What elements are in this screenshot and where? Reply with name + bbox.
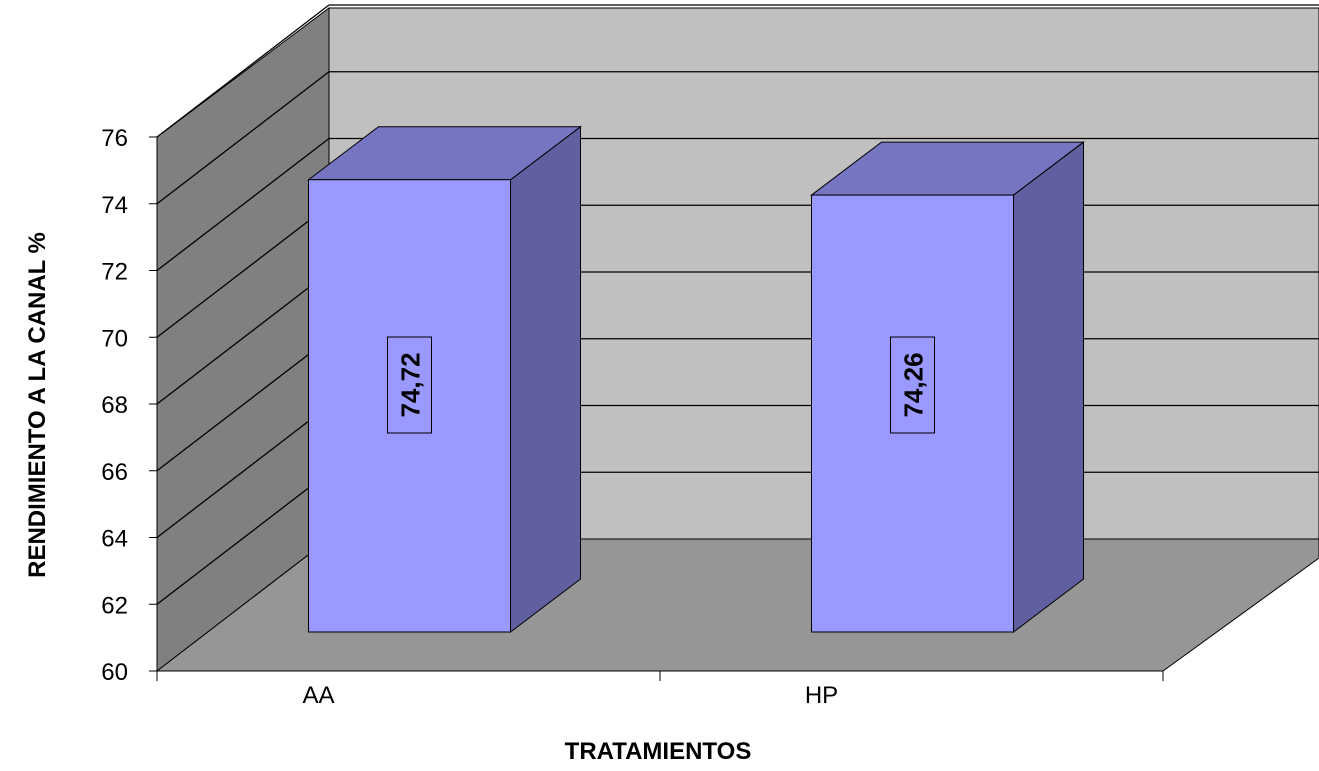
data-label-box: [387, 336, 432, 434]
y-axis-ticks: 60 62 64 66 68 70 72 74 76: [101, 125, 157, 686]
y-tick-label: 60: [101, 659, 128, 686]
data-label: 74,72: [387, 336, 432, 434]
gridline-side: [156, 204, 330, 338]
x-axis-title: TRATAMIENTOS: [565, 738, 752, 765]
gridline-side: [156, 71, 330, 205]
bar-hp: 74,26: [810, 141, 1085, 634]
gridline-side: [156, 4, 330, 138]
bars: 74,72 74,26: [307, 125, 1085, 634]
x-tick-label: AA: [302, 682, 334, 709]
gridline-side: [156, 404, 330, 539]
y-tick-label: 72: [101, 259, 128, 286]
bar-aa: 74,72: [307, 125, 582, 634]
gridline-side: [156, 471, 330, 605]
y-tick-label: 62: [101, 592, 128, 619]
data-label: 74,26: [890, 336, 935, 434]
y-tick-label: 68: [101, 392, 128, 419]
bar-side: [1013, 141, 1084, 634]
y-tick-label: 74: [101, 192, 128, 219]
y-tick-label: 70: [101, 325, 128, 352]
gridline-side: [156, 338, 330, 472]
x-tick-label: HP: [805, 682, 838, 709]
data-label-text: 74,72: [396, 352, 426, 417]
data-label-text: 74,26: [899, 352, 929, 417]
y-axis-title: RENDIMIENTO A LA CANAL %: [24, 232, 51, 578]
gridline-side: [156, 271, 330, 405]
y-tick-label: 64: [101, 526, 128, 553]
gridline-side: [156, 137, 330, 272]
bar-front: [308, 179, 511, 633]
data-label-box: [890, 336, 935, 434]
bar-front: [811, 194, 1014, 633]
bar-side: [510, 125, 581, 634]
y-tick-label: 76: [101, 125, 128, 152]
y-tick-label: 66: [101, 459, 128, 486]
x-axis-categories: AA HP: [302, 682, 838, 709]
